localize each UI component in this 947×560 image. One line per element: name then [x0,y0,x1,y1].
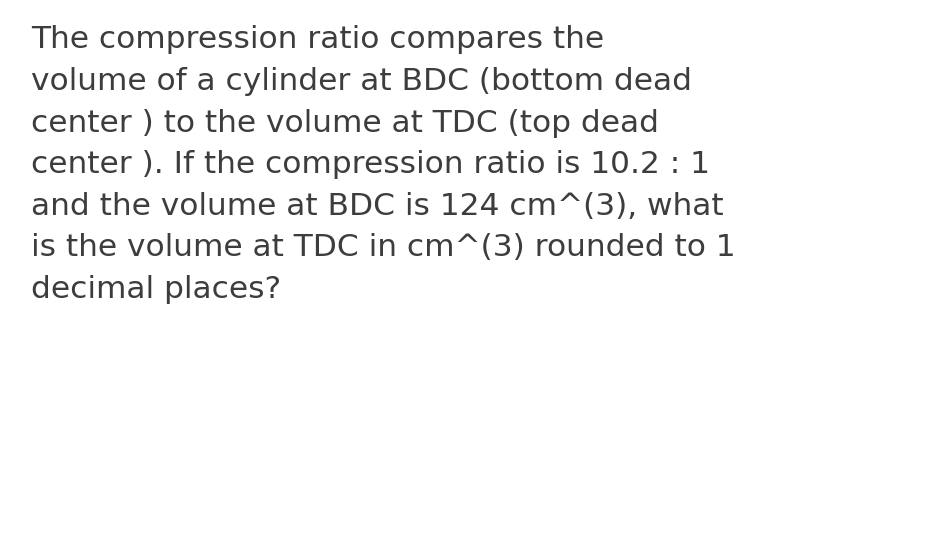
Text: The compression ratio compares the
volume of a cylinder at BDC (bottom dead
cent: The compression ratio compares the volum… [31,25,736,304]
